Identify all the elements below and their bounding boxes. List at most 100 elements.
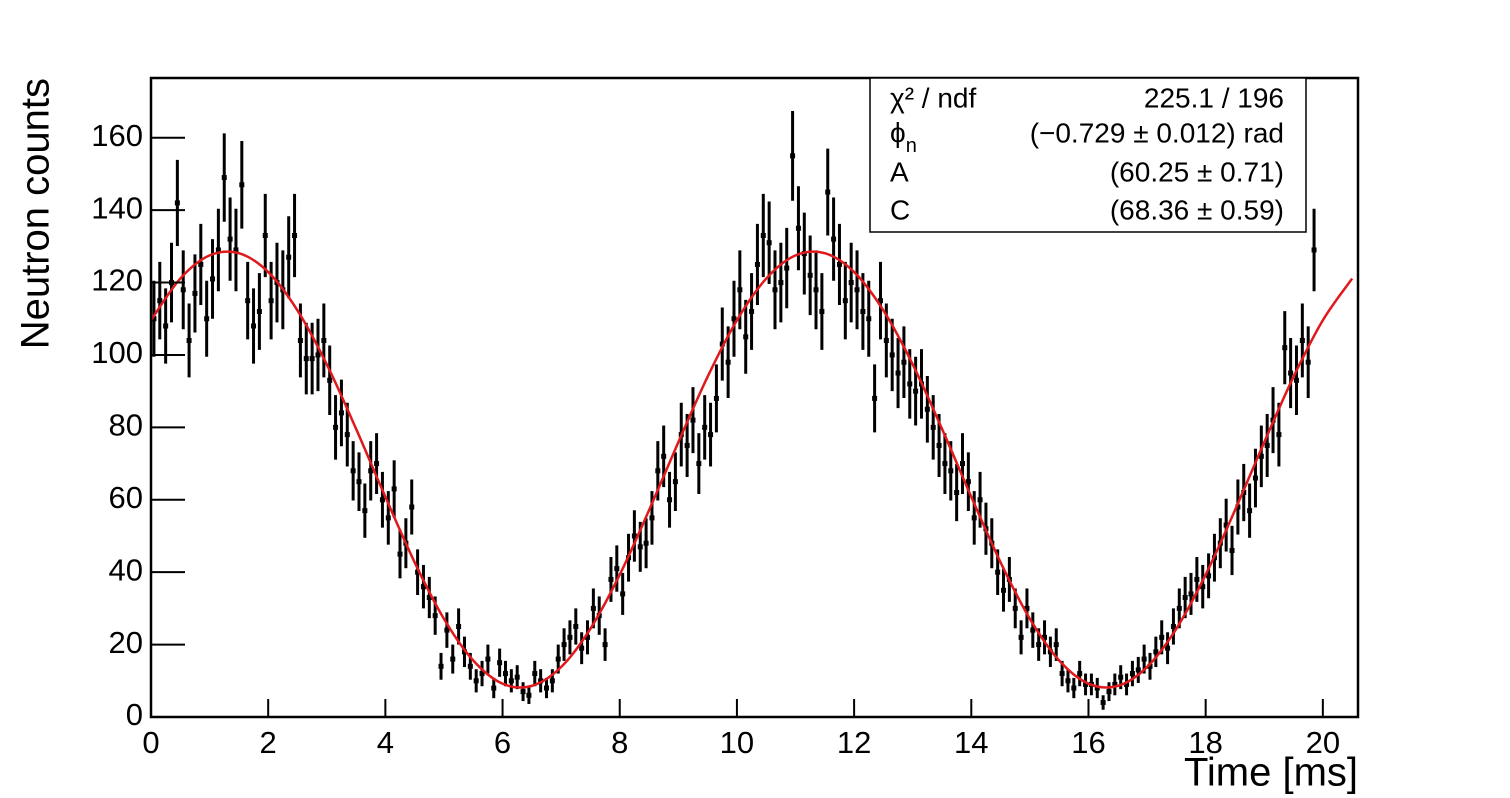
data-point — [491, 685, 497, 691]
data-point — [239, 182, 245, 188]
data-point — [655, 468, 661, 474]
data-point — [913, 388, 919, 394]
data-point — [1153, 649, 1159, 655]
data-point — [977, 497, 983, 503]
data-point — [854, 287, 860, 293]
data-point — [204, 316, 210, 322]
data-point — [737, 287, 743, 293]
data-point — [1170, 623, 1176, 629]
data-point — [192, 290, 198, 296]
stat-value: (−0.729 ± 0.012) rad — [1030, 117, 1284, 148]
data-point — [631, 533, 637, 539]
data-point — [901, 359, 907, 365]
data-point — [948, 468, 954, 474]
data-point — [1159, 634, 1165, 640]
data-point — [479, 671, 485, 677]
data-point — [1229, 547, 1235, 553]
data-point — [708, 432, 714, 438]
data-point — [1200, 584, 1206, 590]
data-point — [895, 370, 901, 376]
data-point — [415, 569, 421, 575]
data-point — [151, 316, 157, 322]
data-point — [450, 656, 456, 662]
data-point — [1053, 642, 1059, 648]
data-point — [866, 316, 872, 322]
data-point — [227, 236, 233, 242]
data-point — [930, 424, 936, 430]
data-point — [1194, 576, 1200, 582]
stat-value: (68.36 ± 0.59) — [1110, 194, 1284, 225]
data-point — [256, 309, 262, 315]
x-tick-label: 18 — [1188, 725, 1222, 760]
data-point — [831, 236, 837, 242]
data-point — [514, 674, 520, 680]
data-point — [954, 490, 960, 496]
data-point — [526, 692, 532, 698]
y-tick-label: 120 — [91, 263, 143, 298]
data-point — [1024, 605, 1030, 611]
data-point — [1305, 359, 1311, 365]
data-point — [1030, 627, 1036, 633]
data-point — [872, 395, 878, 401]
data-point — [690, 417, 696, 423]
data-point — [684, 442, 690, 448]
data-point — [409, 504, 415, 510]
data-point — [1252, 475, 1258, 481]
data-point — [397, 551, 403, 557]
data-point — [327, 377, 333, 383]
data-point — [426, 595, 432, 601]
data-point — [661, 453, 667, 459]
data-point — [573, 623, 579, 629]
data-point — [672, 479, 678, 485]
data-point — [1065, 678, 1071, 684]
data-point — [485, 656, 491, 662]
data-point — [157, 298, 163, 304]
data-point — [286, 254, 292, 260]
x-tick-label: 16 — [1071, 725, 1105, 760]
stats-box: χ² / ndf 225.1 / 196 ϕn (−0.729 ± 0.012) ra… — [869, 77, 1307, 233]
data-point — [907, 381, 913, 387]
data-point — [590, 605, 596, 611]
data-point — [889, 352, 895, 358]
data-point — [760, 232, 766, 238]
data-point — [1247, 508, 1253, 514]
data-point — [1293, 377, 1299, 383]
data-point — [825, 189, 831, 195]
data-point — [719, 341, 725, 347]
y-tick-label: 20 — [109, 625, 143, 660]
data-point — [549, 678, 555, 684]
data-point — [924, 406, 930, 412]
data-point — [508, 678, 514, 684]
data-point — [379, 497, 385, 503]
data-point — [1258, 453, 1264, 459]
data-point — [836, 261, 842, 267]
data-point — [198, 261, 204, 267]
data-point — [333, 424, 339, 430]
data-point — [1077, 671, 1083, 677]
data-point — [251, 323, 257, 329]
y-tick-label: 80 — [109, 408, 143, 443]
data-point — [1206, 573, 1212, 579]
data-point — [555, 656, 561, 662]
data-point — [620, 591, 626, 597]
data-point — [1147, 663, 1153, 669]
data-point — [1059, 671, 1065, 677]
stat-label: A — [890, 156, 909, 187]
data-point — [602, 642, 608, 648]
data-point — [297, 337, 303, 343]
data-point — [268, 298, 274, 304]
data-point — [444, 627, 450, 633]
data-point — [1001, 587, 1007, 593]
data-point — [174, 200, 180, 206]
data-point — [795, 225, 801, 231]
data-point — [1264, 442, 1270, 448]
data-point — [233, 247, 239, 253]
data-point — [497, 660, 503, 666]
data-point — [1071, 685, 1077, 691]
data-point — [292, 232, 298, 238]
data-point — [1124, 681, 1130, 687]
data-point — [877, 298, 883, 304]
data-point — [391, 486, 397, 492]
data-point — [303, 356, 309, 362]
data-point — [1100, 700, 1106, 706]
